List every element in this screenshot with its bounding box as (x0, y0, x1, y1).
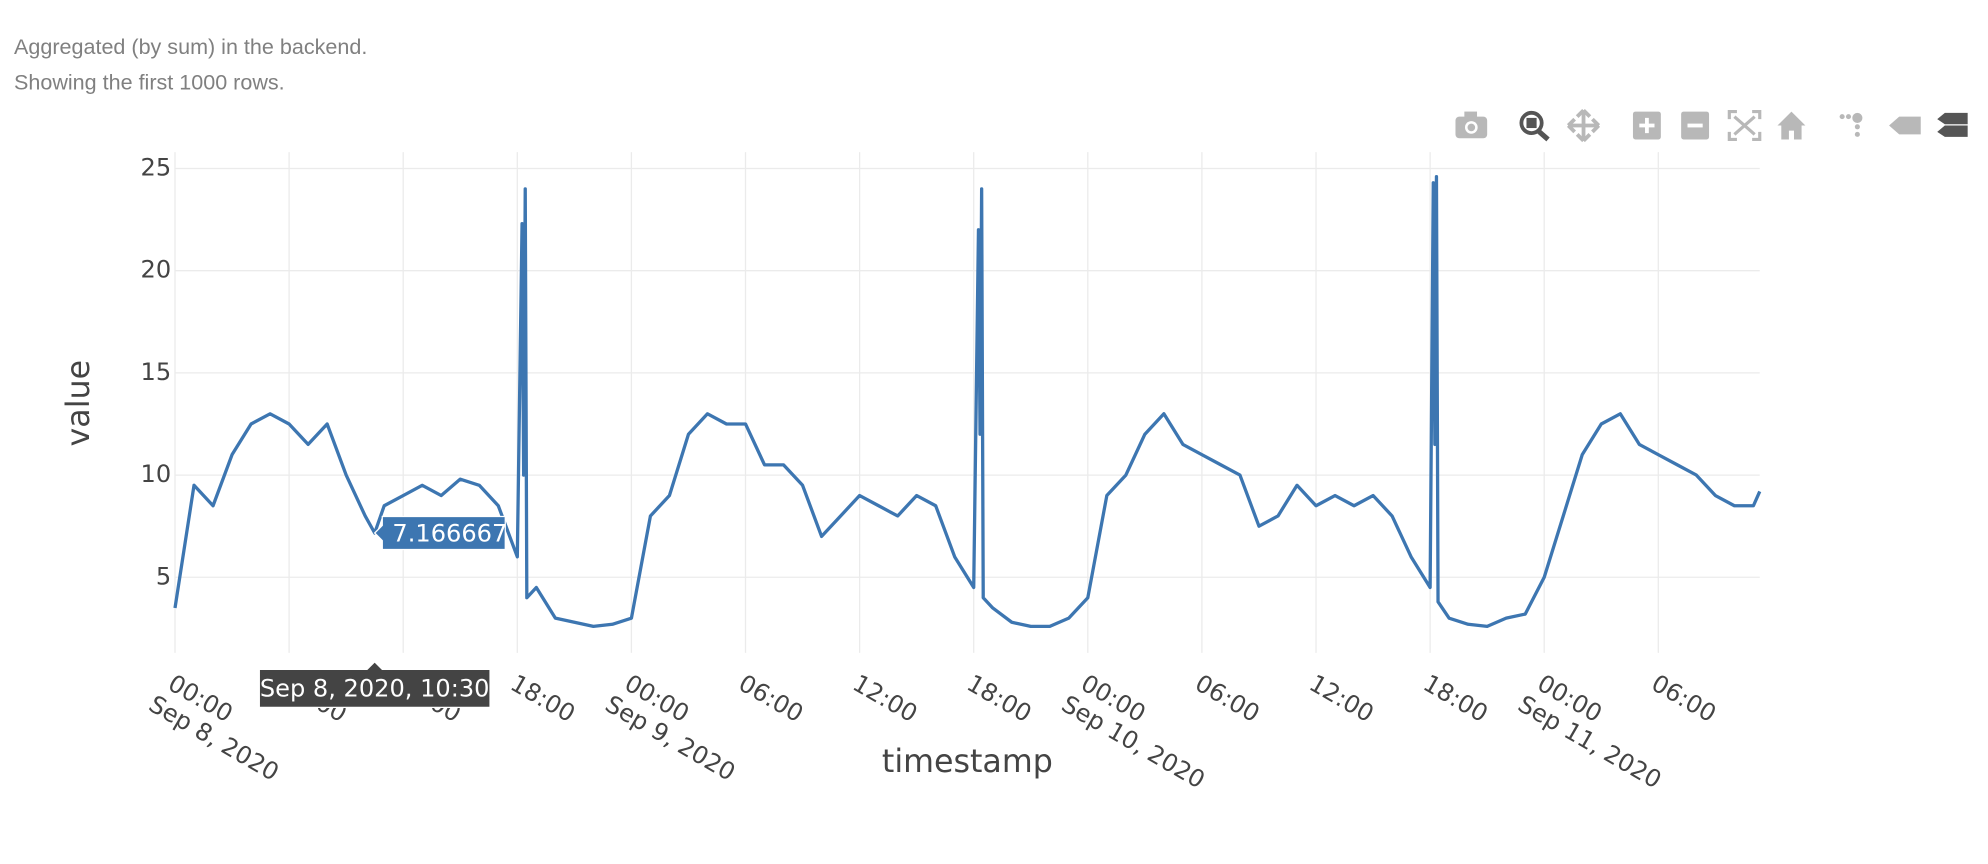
x-tick-label: 00:00Sep 9, 2020 (601, 666, 754, 787)
zoom-button[interactable] (1519, 110, 1550, 142)
hover-compare-button[interactable] (1937, 112, 1968, 137)
hover-x-text: Sep 8, 2020, 10:30 (260, 675, 490, 703)
hover-x-box (258, 660, 491, 709)
x-tick-label: 06:00 (1647, 669, 1721, 728)
note: Showing the first 1000 rows. (14, 69, 285, 94)
hover-value-text: 7.166667 (392, 519, 507, 547)
x-tick-label: 18:00 (1419, 669, 1493, 728)
camera-button[interactable] (1455, 111, 1488, 139)
x-tick-label: 18:00 (962, 669, 1036, 728)
y-tick-label: 15 (141, 358, 172, 386)
y-axis-title: value (61, 360, 97, 447)
x-axis-title: timestamp (882, 744, 1053, 780)
note: Aggregated (by sum) in the backend. (14, 34, 367, 59)
y-tick-label: 25 (141, 153, 172, 181)
x-tick-label: 06:00 (1190, 669, 1264, 728)
pan-button[interactable] (1566, 108, 1601, 143)
x-tick-label: 12:00 (1304, 669, 1378, 728)
spike-button[interactable] (1839, 112, 1863, 137)
zoom-in-button[interactable] (1632, 111, 1661, 140)
hover-value-box (373, 515, 506, 551)
y-tick-label: 20 (141, 256, 172, 284)
y-tick-label: 10 (141, 460, 172, 488)
x-tick-label: 06:00 (734, 669, 808, 728)
x-tick-label: 18:00 (506, 669, 580, 728)
autoscale-button[interactable] (1727, 109, 1762, 142)
line-series (173, 175, 1762, 628)
y-tick-label: 5 (156, 562, 171, 590)
hover-label: 7.166667 Sep 8, 2020, 10:30 (258, 515, 507, 709)
hover-closest-button[interactable] (1889, 116, 1921, 135)
x-tick-label: 12:00 (848, 669, 922, 728)
modebar (1455, 108, 1968, 143)
zoom-out-button[interactable] (1681, 111, 1710, 140)
reset-button[interactable] (1777, 111, 1806, 140)
